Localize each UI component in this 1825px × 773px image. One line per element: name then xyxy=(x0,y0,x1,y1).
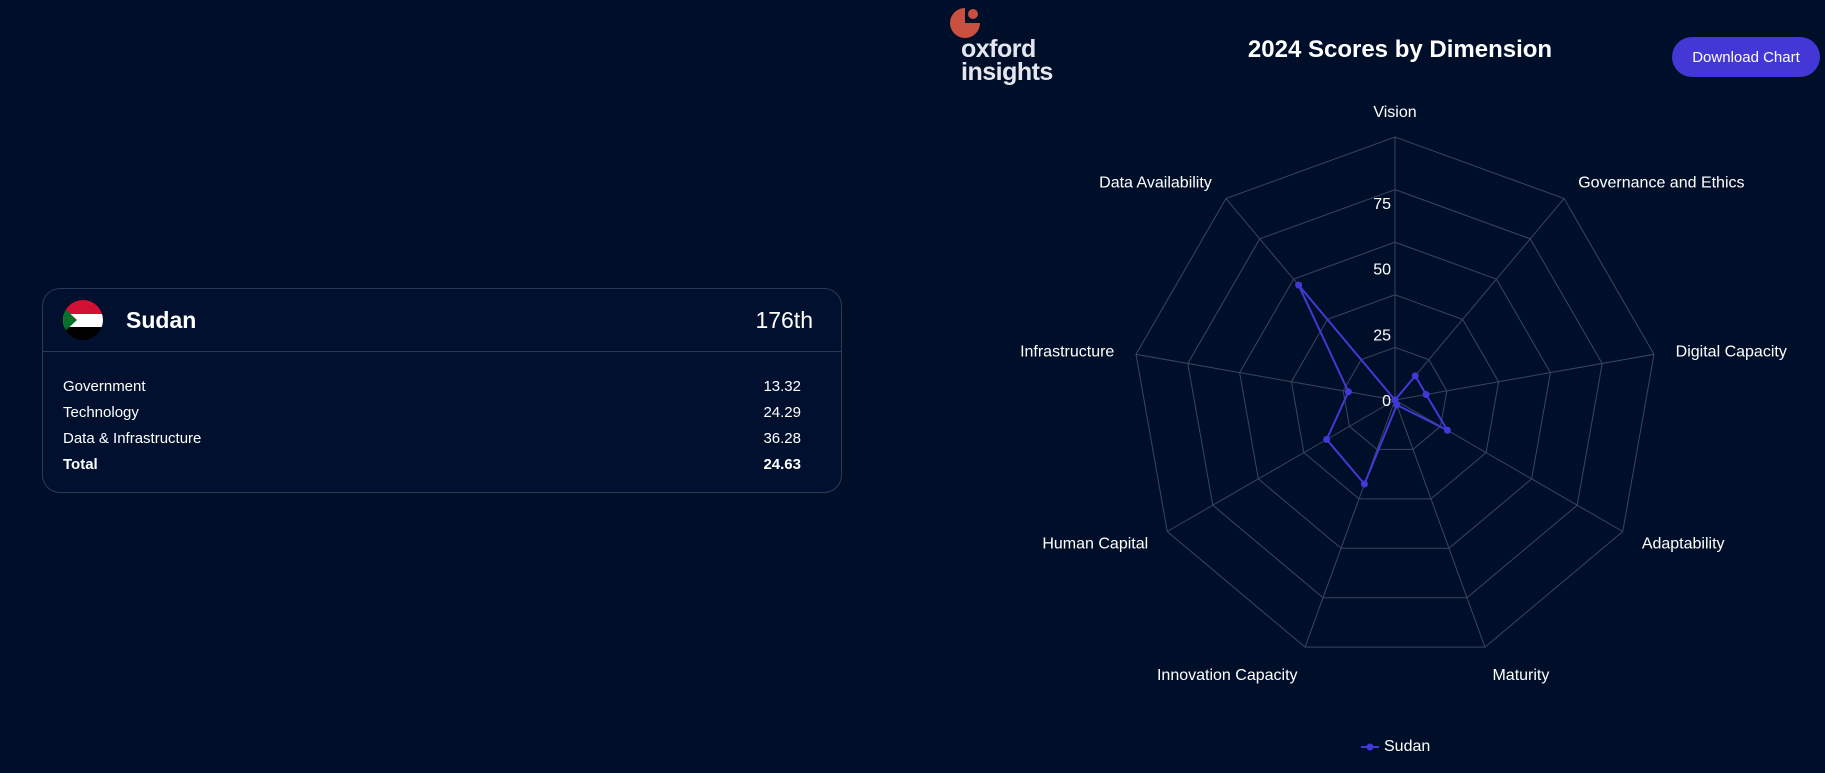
oxford-insights-logo: oxford insights xyxy=(946,6,1056,86)
radar-axis-label: Adaptability xyxy=(1642,536,1725,553)
radar-grid-ring xyxy=(1290,294,1500,500)
radar-data-point xyxy=(1443,426,1451,434)
radar-axis-label: Vision xyxy=(1373,104,1416,121)
sudan-flag-icon xyxy=(63,300,103,340)
radar-data-point xyxy=(1393,401,1401,409)
radar-tick-label: 25 xyxy=(1373,327,1391,344)
radar-grid-ring xyxy=(1239,241,1551,549)
score-label: Data & Infrastructure xyxy=(63,430,202,447)
logo-mark-icon xyxy=(950,8,980,38)
score-value: 24.63 xyxy=(763,456,801,473)
radar-grid-ring xyxy=(1187,189,1603,599)
download-chart-button[interactable]: Download Chart xyxy=(1672,37,1820,77)
radar-series-line xyxy=(1297,284,1450,486)
radar-axis-label: Infrastructure xyxy=(1020,344,1114,361)
radar-axis-label: Maturity xyxy=(1492,667,1549,684)
radar-spoke xyxy=(1394,399,1624,532)
radar-axis-label: Governance and Ethics xyxy=(1578,175,1744,192)
radar-axis-label: Data Availability xyxy=(1099,175,1212,192)
legend-marker-icon xyxy=(1361,743,1379,751)
country-score-card: Sudan 176th Government 13.32 Technology … xyxy=(42,288,842,493)
country-rank: 176th xyxy=(755,306,813,333)
chart-title: 2024 Scores by Dimension xyxy=(1247,36,1553,63)
radar-axis-label: Human Capital xyxy=(1042,536,1148,553)
radar-spoke xyxy=(1394,198,1565,401)
radar-spoke xyxy=(1166,399,1396,532)
logo-line-2: insights xyxy=(961,58,1053,86)
score-row-technology: Technology 24.29 xyxy=(63,400,821,426)
radar-grid-ring xyxy=(1135,136,1655,648)
radar-spoke xyxy=(1394,399,1486,648)
score-value: 36.28 xyxy=(763,430,801,447)
radar-data-point xyxy=(1360,480,1368,488)
score-label: Technology xyxy=(63,404,139,421)
logo-text: oxford insights xyxy=(961,35,1053,86)
radar-tick-label: 0 xyxy=(1382,393,1391,410)
radar-data-point xyxy=(1323,435,1331,443)
radar-data-point xyxy=(1411,372,1419,380)
score-row-data-infrastructure: Data & Infrastructure 36.28 xyxy=(63,426,821,452)
radar-spoke xyxy=(1304,399,1396,648)
score-label: Total xyxy=(63,456,98,473)
radar-grid-ring xyxy=(1342,346,1448,450)
radar-spoke xyxy=(1394,353,1655,401)
radar-spoke xyxy=(1135,353,1396,401)
radar-data-point xyxy=(1422,391,1430,399)
card-header: Sudan 176th xyxy=(43,289,841,352)
country-name: Sudan xyxy=(126,306,197,333)
radar-data-point xyxy=(1295,281,1303,289)
legend-label: Sudan xyxy=(1384,738,1431,755)
radar-tick-label: 75 xyxy=(1373,196,1391,213)
score-list: Government 13.32 Technology 24.29 Data &… xyxy=(43,352,841,478)
score-row-total: Total 24.63 xyxy=(63,452,821,478)
score-value: 13.32 xyxy=(763,378,801,395)
logo-line-1: oxford xyxy=(961,35,1036,63)
score-label: Government xyxy=(63,378,146,395)
radar-axis-label: Innovation Capacity xyxy=(1157,667,1298,684)
score-row-government: Government 13.32 xyxy=(63,374,821,400)
radar-axis-label: Digital Capacity xyxy=(1676,344,1787,361)
score-value: 24.29 xyxy=(763,404,801,421)
chart-legend[interactable]: Sudan xyxy=(1360,738,1430,756)
radar-data-point xyxy=(1344,388,1352,396)
radar-tick-label: 50 xyxy=(1373,262,1391,279)
